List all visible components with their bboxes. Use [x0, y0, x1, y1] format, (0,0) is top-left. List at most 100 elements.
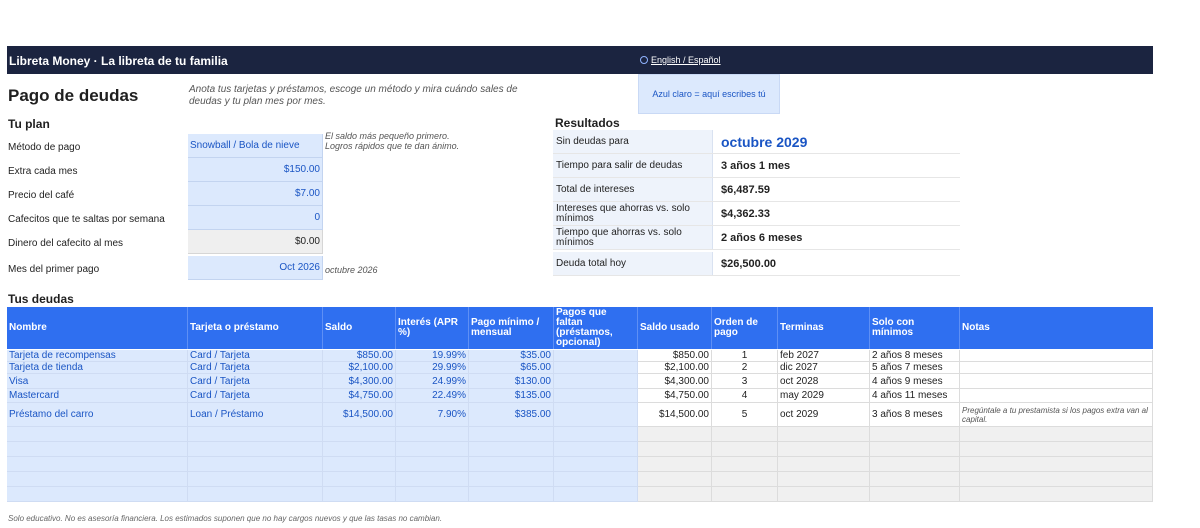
first-payment-month-input[interactable]: Oct 2026 — [188, 256, 323, 280]
cell-apr[interactable]: 7.90% — [396, 403, 469, 427]
cell-apr[interactable] — [396, 457, 469, 472]
cell-min-payment[interactable]: $35.00 — [469, 350, 554, 362]
cell-minimums-only: 4 años 11 meses — [870, 389, 960, 403]
cell-payments-left[interactable] — [554, 362, 638, 374]
cell-name[interactable] — [7, 472, 188, 487]
cell-notes — [960, 472, 1153, 487]
cell-type[interactable]: Loan / Préstamo — [188, 403, 323, 427]
cell-min-payment[interactable] — [469, 457, 554, 472]
cell-balance[interactable] — [323, 427, 396, 442]
result-label: Intereses que ahorras vs. solo mínimos — [553, 202, 713, 225]
cell-notes — [960, 487, 1153, 502]
cell-balance[interactable]: $4,300.00 — [323, 374, 396, 389]
cell-balance[interactable] — [323, 487, 396, 502]
cell-balance[interactable]: $2,100.00 — [323, 362, 396, 374]
cell-name[interactable]: Visa — [7, 374, 188, 389]
cell-min-payment[interactable] — [469, 442, 554, 457]
result-debt-free-date: Sin deudas para octubre 2029 — [553, 130, 960, 154]
language-toggle-link[interactable]: English / Español — [640, 55, 721, 65]
column-header-name: Nombre — [7, 307, 188, 349]
cell-pay-order — [712, 487, 778, 502]
cell-apr[interactable] — [396, 487, 469, 502]
cell-apr[interactable]: 19.99% — [396, 350, 469, 362]
page-intro: Anota tus tarjetas y préstamos, escoge u… — [189, 84, 518, 107]
cell-minimums-only: 2 años 8 meses — [870, 350, 960, 362]
cell-payments-left[interactable] — [554, 389, 638, 403]
cell-min-payment[interactable] — [469, 487, 554, 502]
result-interest-saved: Intereses que ahorras vs. solo mínimos $… — [553, 202, 960, 226]
cell-min-payment[interactable]: $65.00 — [469, 362, 554, 374]
column-header-apr: Interés (APR %) — [396, 307, 469, 349]
cell-type[interactable]: Card / Tarjeta — [188, 389, 323, 403]
coffee-price-input[interactable]: $7.00 — [188, 182, 323, 206]
result-time-saved: Tiempo que ahorras vs. solo mínimos 2 añ… — [553, 226, 960, 250]
cell-name[interactable] — [7, 487, 188, 502]
input-color-legend: Azul claro = aquí escribes tú — [638, 74, 780, 114]
cell-notes — [960, 442, 1153, 457]
cell-notes — [960, 374, 1153, 389]
cell-apr[interactable]: 24.99% — [396, 374, 469, 389]
cell-min-payment[interactable]: $135.00 — [469, 389, 554, 403]
cell-payments-left[interactable] — [554, 442, 638, 457]
cell-payments-left[interactable] — [554, 374, 638, 389]
cell-min-payment[interactable]: $385.00 — [469, 403, 554, 427]
cell-type[interactable]: Card / Tarjeta — [188, 374, 323, 389]
extra-monthly-input[interactable]: $150.00 — [188, 158, 323, 182]
cell-min-payment[interactable] — [469, 427, 554, 442]
cell-min-payment[interactable]: $130.00 — [469, 374, 554, 389]
cell-apr[interactable] — [396, 427, 469, 442]
cell-notes — [960, 362, 1153, 374]
column-header-balance: Saldo — [323, 307, 396, 349]
cell-type[interactable]: Card / Tarjeta — [188, 350, 323, 362]
cell-balance-used: $4,300.00 — [638, 374, 712, 389]
result-time-to-debt-free: Tiempo para salir de deudas 3 años 1 mes — [553, 154, 960, 178]
cell-balance[interactable]: $14,500.00 — [323, 403, 396, 427]
column-header-minimums-only: Solo con mínimos — [870, 307, 960, 349]
cell-type[interactable] — [188, 472, 323, 487]
cell-pay-order — [712, 442, 778, 457]
cell-balance[interactable] — [323, 442, 396, 457]
cell-payments-left[interactable] — [554, 403, 638, 427]
cell-minimums-only — [870, 487, 960, 502]
cell-payments-left[interactable] — [554, 487, 638, 502]
cell-name[interactable]: Tarjeta de recompensas — [7, 350, 188, 362]
cell-payments-left[interactable] — [554, 457, 638, 472]
cell-payments-left[interactable] — [554, 427, 638, 442]
cell-balance[interactable] — [323, 457, 396, 472]
cell-name[interactable] — [7, 457, 188, 472]
cell-type[interactable] — [188, 487, 323, 502]
cell-apr[interactable]: 22.49% — [396, 389, 469, 403]
result-label: Deuda total hoy — [553, 252, 713, 275]
cell-apr[interactable] — [396, 442, 469, 457]
coffees-skipped-input[interactable]: 0 — [188, 206, 323, 230]
cell-balance-used — [638, 472, 712, 487]
cell-type[interactable] — [188, 457, 323, 472]
cell-name[interactable] — [7, 442, 188, 457]
cell-balance[interactable] — [323, 472, 396, 487]
column-header-min-payment: Pago mínimo / mensual — [469, 307, 554, 349]
cell-ends — [778, 427, 870, 442]
payment-method-select[interactable]: Snowball / Bola de nieve — [188, 134, 323, 158]
cell-apr[interactable] — [396, 472, 469, 487]
cell-payments-left[interactable] — [554, 350, 638, 362]
cell-minimums-only — [870, 457, 960, 472]
cell-pay-order — [712, 457, 778, 472]
cell-apr[interactable]: 29.99% — [396, 362, 469, 374]
result-value: $4,362.33 — [721, 207, 770, 220]
cell-min-payment[interactable] — [469, 472, 554, 487]
cell-name[interactable]: Mastercard — [7, 389, 188, 403]
cell-balance-used: $2,100.00 — [638, 362, 712, 374]
cell-pay-order — [712, 427, 778, 442]
cell-payments-left[interactable] — [554, 472, 638, 487]
cell-pay-order: 1 — [712, 350, 778, 362]
cell-balance[interactable]: $850.00 — [323, 350, 396, 362]
cell-type[interactable] — [188, 442, 323, 457]
cell-name[interactable] — [7, 427, 188, 442]
cell-balance[interactable]: $4,750.00 — [323, 389, 396, 403]
table-row: Visa Card / Tarjeta $4,300.00 24.99% $130.00… — [7, 374, 1153, 389]
cell-type[interactable]: Card / Tarjeta — [188, 362, 323, 374]
cell-name[interactable]: Préstamo del carro — [7, 403, 188, 427]
cell-type[interactable] — [188, 427, 323, 442]
cell-name[interactable]: Tarjeta de tienda — [7, 362, 188, 374]
cell-balance-used: $14,500.00 — [638, 403, 712, 427]
